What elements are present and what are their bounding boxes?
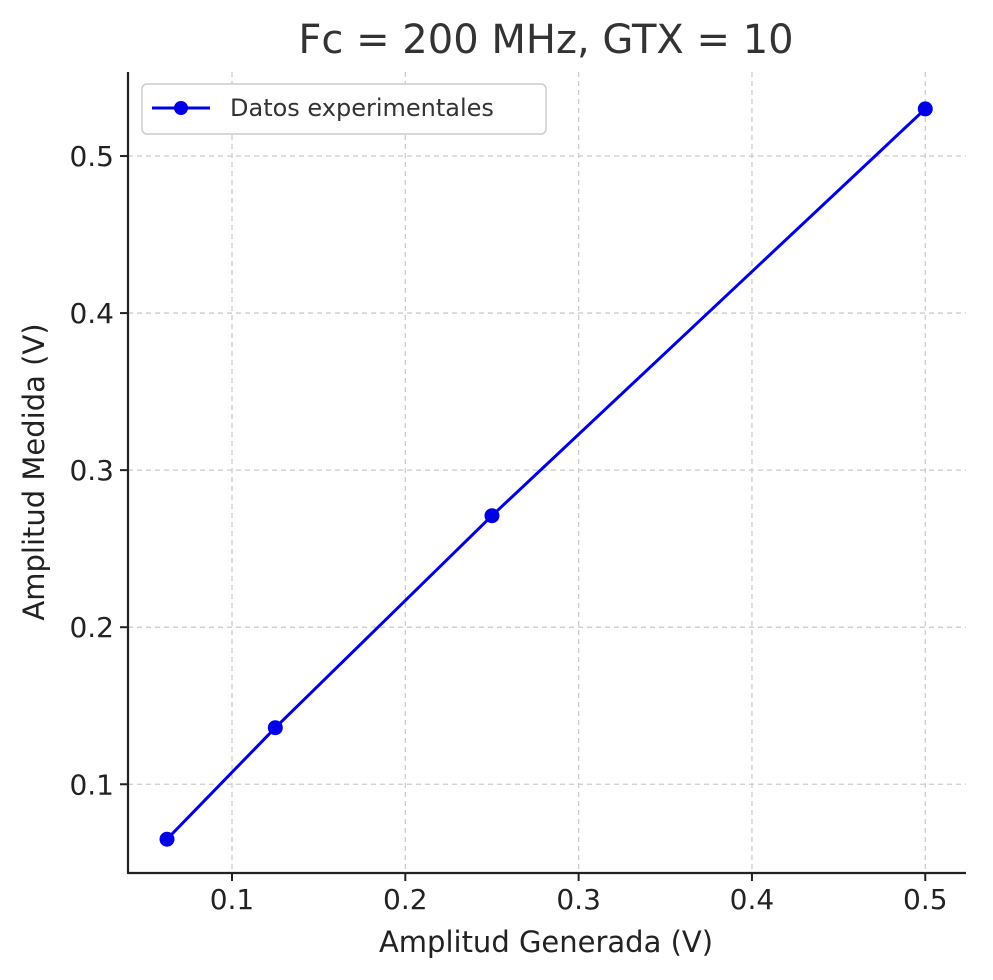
y-tick-label: 0.5 xyxy=(69,140,114,173)
series-line xyxy=(165,107,927,841)
legend-marker-swatch xyxy=(174,101,188,115)
x-tick-label: 0.4 xyxy=(730,883,775,916)
data-point xyxy=(484,508,500,524)
data-point xyxy=(917,101,933,117)
legend-entry-label: Datos experimentales xyxy=(230,94,494,122)
data-point xyxy=(159,831,175,847)
data-series xyxy=(159,101,933,847)
y-tick-label: 0.4 xyxy=(69,297,114,330)
x-tick-label: 0.5 xyxy=(903,883,948,916)
y-axis-ticks: 0.1 0.2 0.3 0.4 0.5 xyxy=(69,140,128,801)
y-tick-label: 0.2 xyxy=(69,611,114,644)
y-axis-label: Amplitud Medida (V) xyxy=(17,323,51,620)
grid-lines xyxy=(128,72,966,873)
x-axis-ticks: 0.1 0.2 0.3 0.4 0.5 xyxy=(210,873,948,916)
chart-title: Fc = 200 MHz, GTX = 10 xyxy=(298,17,793,63)
data-point xyxy=(267,720,283,736)
y-tick-label: 0.3 xyxy=(69,454,114,487)
y-tick-label: 0.1 xyxy=(69,768,114,801)
x-tick-label: 0.3 xyxy=(556,883,601,916)
legend: Datos experimentales xyxy=(141,83,547,135)
legend-box xyxy=(141,83,547,135)
x-tick-label: 0.1 xyxy=(210,883,255,916)
x-tick-label: 0.2 xyxy=(383,883,428,916)
x-axis-label: Amplitud Generada (V) xyxy=(379,925,713,959)
